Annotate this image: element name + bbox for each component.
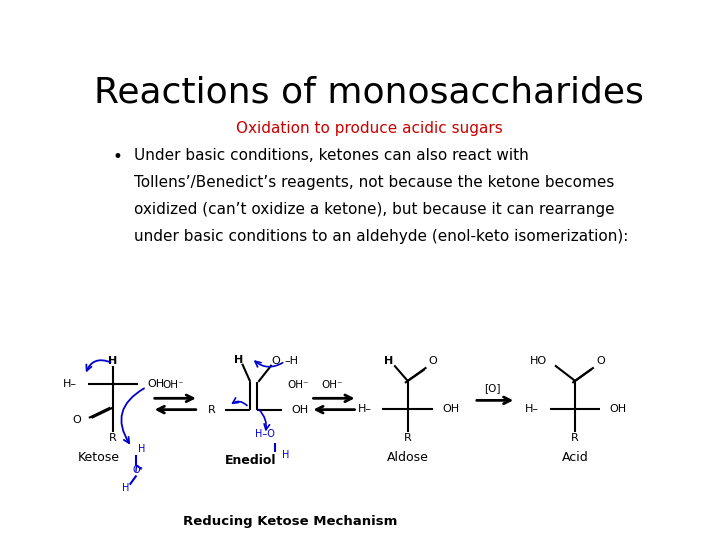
Text: under basic conditions to an aldehyde (enol-keto isomerization):: under basic conditions to an aldehyde (e… [133, 229, 628, 244]
Text: Aldose: Aldose [387, 451, 428, 464]
Text: O: O [596, 356, 605, 366]
Text: H: H [233, 355, 243, 365]
Text: HO: HO [530, 356, 547, 366]
Text: O: O [72, 415, 81, 425]
Text: R: R [571, 434, 579, 443]
Text: oxidized (can’t oxidize a ketone), but because it can rearrange: oxidized (can’t oxidize a ketone), but b… [133, 202, 614, 217]
Text: R: R [207, 404, 215, 415]
Text: Reactions of monosaccharides: Reactions of monosaccharides [94, 75, 644, 109]
Text: H: H [138, 444, 145, 454]
Text: –H: –H [285, 356, 299, 366]
Text: Enediol: Enediol [225, 454, 276, 467]
Text: H–O: H–O [255, 429, 275, 440]
Text: O: O [428, 356, 438, 366]
Text: Acid: Acid [562, 451, 588, 464]
Text: H: H [384, 356, 394, 366]
Text: •: • [112, 148, 122, 166]
Text: O: O [271, 356, 280, 366]
Text: O: O [132, 465, 140, 475]
Text: H–: H– [63, 379, 77, 389]
Text: Ketose: Ketose [77, 451, 120, 464]
Text: H–: H– [357, 403, 372, 414]
Text: H: H [109, 356, 117, 366]
Text: H–: H– [525, 403, 539, 414]
Text: Tollens’/Benedict’s reagents, not because the ketone becomes: Tollens’/Benedict’s reagents, not becaus… [133, 175, 614, 190]
Text: OH⁻: OH⁻ [163, 381, 184, 390]
Text: Under basic conditions, ketones can also react with: Under basic conditions, ketones can also… [133, 148, 528, 163]
Text: OH: OH [292, 404, 309, 415]
Text: [O]: [O] [485, 383, 501, 393]
Text: OH⁻: OH⁻ [321, 381, 343, 390]
Text: R: R [109, 434, 117, 443]
Text: OH: OH [148, 379, 165, 389]
Text: OH: OH [610, 403, 627, 414]
Text: H: H [282, 450, 289, 460]
Text: R: R [404, 434, 412, 443]
Text: OH: OH [443, 403, 459, 414]
Text: Reducing Ketose Mechanism: Reducing Ketose Mechanism [184, 515, 397, 528]
Text: Oxidation to produce acidic sugars: Oxidation to produce acidic sugars [235, 121, 503, 136]
Text: OH⁻: OH⁻ [288, 381, 309, 390]
Text: H: H [122, 483, 130, 494]
